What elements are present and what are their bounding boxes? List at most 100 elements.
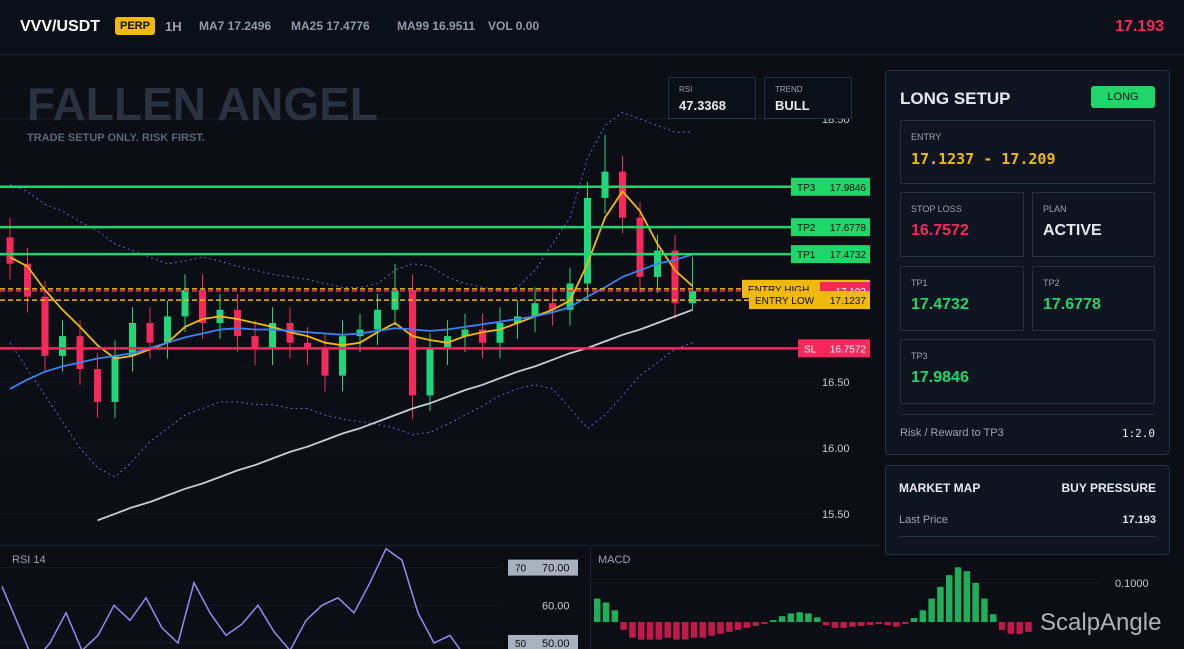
- y-tick-label: 60.00: [542, 600, 570, 612]
- indicator-line: [1, 547, 461, 649]
- candle-body: [269, 322, 276, 350]
- indicator-line: [9, 111, 693, 291]
- candle-body: [601, 171, 609, 198]
- candle-body: [321, 349, 329, 376]
- histogram-bar: [620, 622, 627, 630]
- stat-label: RSI: [679, 85, 693, 94]
- card-label: TP3: [911, 351, 928, 361]
- setup-panel: LONG SETUP LONG ENTRY 17.1237 - 17.209 S…: [885, 70, 1170, 455]
- histogram-bar: [761, 622, 768, 624]
- symbol: VVV/USDT: [20, 18, 101, 35]
- histogram-bar: [629, 622, 636, 638]
- histogram-bar: [734, 622, 742, 630]
- candle-body: [339, 336, 346, 376]
- candle-body: [41, 296, 49, 356]
- candle-body: [94, 369, 101, 402]
- candle-body: [304, 342, 311, 350]
- indicator: MA99 16.9511: [397, 19, 476, 33]
- level-value: 17.9846: [830, 183, 867, 194]
- candle-body: [251, 336, 259, 350]
- histogram-bar: [884, 622, 891, 626]
- card-label: STOP LOSS: [911, 204, 962, 214]
- candle-body: [6, 237, 14, 264]
- stat-value: 47.3368: [679, 98, 726, 113]
- y-tick-label: 16.00: [822, 443, 850, 455]
- badge: PERP: [115, 17, 155, 35]
- candle-body: [566, 283, 574, 310]
- level-tag: [508, 559, 578, 576]
- level-name: ENTRY LOW: [755, 296, 815, 307]
- card-label: ENTRY: [911, 132, 942, 142]
- level-label: 70: [515, 564, 527, 575]
- level-name: TP2: [797, 223, 816, 234]
- level-name: TP1: [797, 250, 816, 261]
- divider: [900, 414, 1155, 415]
- level-tag: [791, 177, 870, 196]
- level-tag: [791, 218, 870, 237]
- histogram-bar: [954, 567, 962, 623]
- entry-card: ENTRY 17.1237 - 17.209: [900, 120, 1155, 184]
- histogram-bar: [682, 622, 689, 640]
- brand-watermark: ScalpAngle: [1040, 609, 1161, 636]
- price-pane: [0, 111, 820, 522]
- candle-body: [584, 197, 591, 284]
- candle-body: [636, 217, 644, 277]
- histogram-bar: [778, 616, 786, 623]
- histogram-bar: [937, 586, 944, 623]
- histogram-bar: [963, 571, 971, 623]
- histogram-bar: [805, 613, 812, 623]
- map-value: 17.193: [1122, 514, 1156, 526]
- y-tick-label: 15.50: [822, 509, 850, 521]
- card-label: PLAN: [1043, 204, 1067, 214]
- histogram-bar: [611, 610, 619, 623]
- histogram-bar: [770, 620, 777, 623]
- indicator: VOL 0.00: [488, 19, 540, 33]
- histogram-bar: [902, 622, 909, 624]
- interval[interactable]: 1H: [165, 19, 182, 34]
- level-value: 17.1237: [830, 296, 867, 307]
- tp-card: TP2 17.6778: [1032, 266, 1155, 331]
- histogram-bar: [972, 582, 979, 623]
- divider: [899, 536, 1156, 537]
- histogram-bar: [787, 613, 795, 623]
- map-status: BUY PRESSURE: [1061, 481, 1156, 495]
- histogram-bar: [990, 614, 997, 623]
- histogram-bar: [752, 622, 759, 626]
- candle-body: [24, 263, 31, 297]
- watermark-subtitle: TRADE SETUP ONLY. RISK FIRST.: [27, 132, 205, 144]
- tp-card: TP3 17.9846: [900, 339, 1155, 404]
- indicator-line: [9, 342, 693, 478]
- stat-box: TREND BULL: [764, 77, 852, 119]
- histogram-bar: [796, 612, 803, 623]
- candle-body: [549, 303, 556, 310]
- histogram-bar: [646, 622, 654, 640]
- candle-body: [59, 336, 66, 356]
- level-value: 16.7572: [830, 344, 867, 355]
- candle-body: [531, 303, 539, 317]
- histogram-bar: [858, 622, 865, 626]
- market-map: MARKET MAP BUY PRESSURE Last Price 17.19…: [885, 465, 1170, 555]
- histogram-bar: [928, 598, 935, 623]
- card-value: 17.1237 - 17.209: [911, 150, 1056, 168]
- indicator: MA7 17.2496: [199, 19, 272, 33]
- histogram-bar: [998, 622, 1006, 630]
- rr-label: Risk / Reward to TP3: [900, 427, 1004, 439]
- level-tag: [749, 291, 870, 310]
- card-label: TP2: [1043, 278, 1060, 288]
- y-tick-label: 0.1000: [1115, 578, 1149, 590]
- histogram-bar: [910, 618, 918, 623]
- panel-title: LONG SETUP: [900, 89, 1011, 108]
- candle-body: [374, 309, 381, 330]
- histogram-bar: [946, 575, 953, 623]
- histogram-bar: [594, 598, 601, 623]
- direction-badge: LONG: [1091, 86, 1155, 108]
- level-name: ENTRY HIGH: [748, 285, 809, 296]
- card-value: 17.9846: [911, 369, 969, 386]
- histogram-bar: [638, 622, 645, 640]
- histogram-bar: [743, 622, 751, 628]
- y-tick-label: 50.00: [542, 638, 570, 649]
- plan-card: PLAN ACTIVE: [1032, 192, 1155, 257]
- sl-card: STOP LOSS 16.7572: [900, 192, 1024, 257]
